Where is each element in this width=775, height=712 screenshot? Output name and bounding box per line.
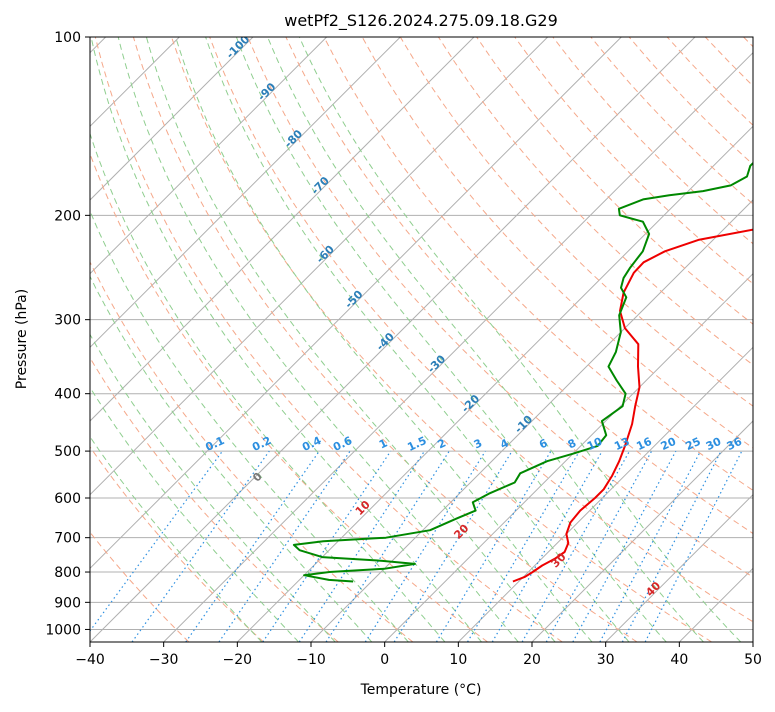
x-axis-label: Temperature (°C) bbox=[360, 682, 482, 698]
x-tick-label: 50 bbox=[744, 652, 762, 668]
chart-title: wetPf2_S126.2024.275.09.18.G29 bbox=[284, 11, 558, 31]
x-tick-label: 10 bbox=[449, 652, 467, 668]
y-axis-label: Pressure (hPa) bbox=[14, 289, 30, 389]
y-tick-label: 400 bbox=[54, 387, 81, 403]
y-tick-label: 1000 bbox=[45, 622, 81, 638]
x-tick-label: −10 bbox=[296, 652, 326, 668]
x-tick-label: −20 bbox=[223, 652, 253, 668]
y-tick-label: 200 bbox=[54, 208, 81, 224]
x-tick-label: 30 bbox=[597, 652, 615, 668]
y-tick-label: 500 bbox=[54, 444, 81, 460]
x-tick-label: 0 bbox=[380, 652, 389, 668]
x-tick-label: 20 bbox=[523, 652, 541, 668]
y-tick-label: 300 bbox=[54, 313, 81, 329]
y-tick-label: 900 bbox=[54, 595, 81, 611]
y-tick-label: 100 bbox=[54, 30, 81, 46]
y-tick-label: 800 bbox=[54, 565, 81, 581]
y-tick-label: 700 bbox=[54, 531, 81, 547]
x-tick-label: 40 bbox=[670, 652, 688, 668]
x-tick-label: −40 bbox=[75, 652, 105, 668]
x-tick-label: −30 bbox=[149, 652, 179, 668]
y-tick-label: 600 bbox=[54, 491, 81, 507]
